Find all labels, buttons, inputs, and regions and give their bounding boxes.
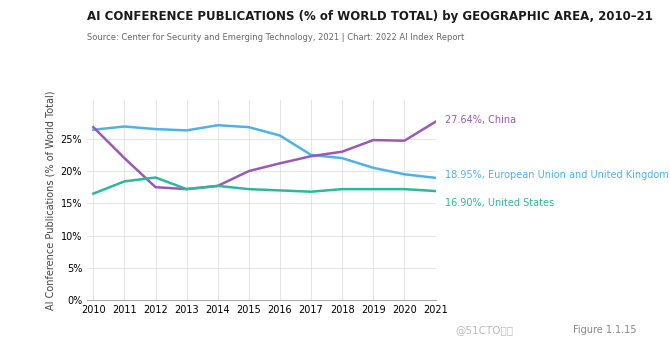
Text: @51CTO博客: @51CTO博客 (456, 325, 514, 335)
Y-axis label: AI Conference Publications (% of World Total): AI Conference Publications (% of World T… (45, 90, 55, 310)
Text: 16.90%, United States: 16.90%, United States (445, 198, 554, 208)
Text: Source: Center for Security and Emerging Technology, 2021 | Chart: 2022 AI Index: Source: Center for Security and Emerging… (87, 33, 464, 42)
Text: Figure 1.1.15: Figure 1.1.15 (573, 325, 636, 335)
Text: 27.64%, China: 27.64%, China (445, 115, 516, 125)
Text: AI CONFERENCE PUBLICATIONS (% of WORLD TOTAL) by GEOGRAPHIC AREA, 2010–21: AI CONFERENCE PUBLICATIONS (% of WORLD T… (87, 10, 653, 23)
Text: 18.95%, European Union and United Kingdom: 18.95%, European Union and United Kingdo… (445, 170, 669, 180)
